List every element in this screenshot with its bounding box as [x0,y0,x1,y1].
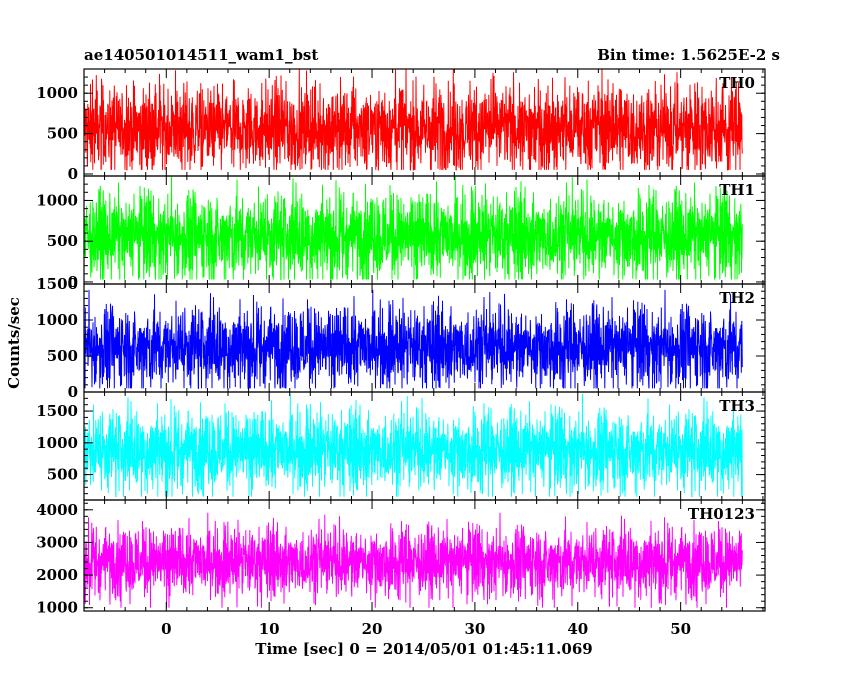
panel-th2: 0 500 1000 1500 TH2 [36,275,766,401]
panel-label: TH1 [719,181,755,199]
bin-time-label: Bin time: 1.5625E-2 s [597,46,780,64]
y-tick-label: 0 [68,273,78,291]
plot-title: ae140501014511_wam1_bst [84,46,318,64]
panel-label: TH0123 [688,505,755,523]
y-tick-label: 4000 [36,501,78,519]
panel-th1: 0 500 1000 TH1 [36,175,766,291]
y-axis-label: Counts/sec [5,297,23,389]
panel-label: TH3 [719,397,755,415]
panel-th3: 500 1000 1500 TH3 [36,391,766,501]
x-axis-label: Time [sec] 0 = 2014/05/01 01:45:11.069 [255,640,592,658]
panels-group: 05001000TH005001000TH1050010001500TH2500… [36,68,766,638]
y-tick-label: 3000 [36,533,78,551]
y-tick-label: 500 [47,347,78,365]
series-line-th0123 [84,512,743,608]
y-tick-label: 1000 [36,311,78,329]
x-tick-label: 0 [161,620,171,638]
y-tick-label: 500 [47,125,78,143]
y-tick-label: 1000 [36,84,78,102]
y-tick-label: 0 [68,383,78,401]
y-tick-label: 500 [47,232,78,250]
y-tick-label: 1000 [36,191,78,209]
panel-th0: 0 500 1000 TH0 [36,68,766,183]
panel-th0123: 1000 2000 3000 4000 TH0123 [36,499,766,617]
series-line-th2 [84,289,743,390]
y-tick-label: 0 [68,165,78,183]
panel-label: TH0 [719,74,755,92]
series-line-th0 [84,69,743,171]
y-tick-label: 1500 [36,402,78,420]
y-tick-label: 1500 [36,275,78,293]
x-tick-label: 40 [567,620,588,638]
panel-label: TH2 [719,289,755,307]
y-tick-label: 1000 [36,434,78,452]
y-tick-label: 2000 [36,566,78,584]
x-tick-label: 30 [464,620,485,638]
series-line-th3 [84,394,743,498]
series-line-th1 [84,176,743,280]
x-tick-label: 20 [362,620,383,638]
y-tick-label: 500 [47,466,78,484]
x-tick-label: 50 [670,620,691,638]
y-tick-label: 1000 [36,599,78,617]
x-tick-label: 10 [259,620,280,638]
